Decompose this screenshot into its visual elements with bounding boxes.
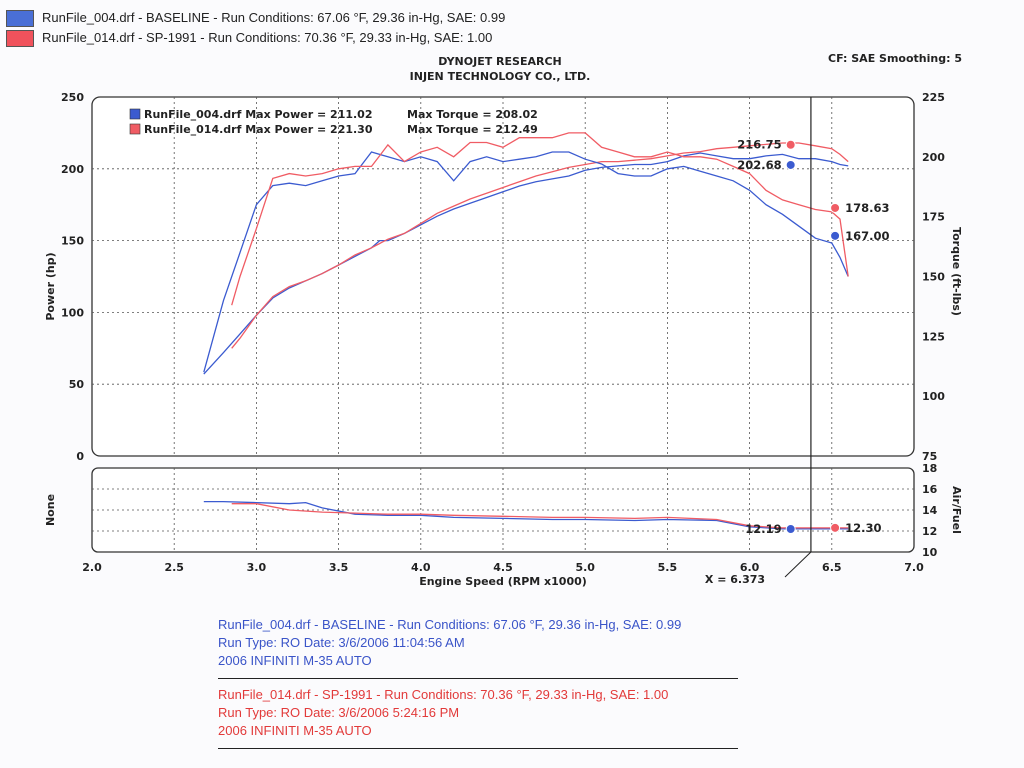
legend-item-sp1991: RunFile_014.drf - SP-1991 - Run Conditio… [6, 28, 505, 48]
header-customer: INJEN TECHNOLOGY CO., LTD. [409, 70, 591, 83]
inner-legend-torque: Max Torque = 212.49 [407, 123, 538, 136]
y-tick-label-right: 100 [922, 390, 945, 403]
legend-swatch-sp1991 [6, 29, 34, 47]
y-tick-label-sub: 18 [922, 462, 937, 475]
footer-sp1991: RunFile_014.drf - SP-1991 - Run Conditio… [218, 686, 738, 740]
y-tick-label-sub: 16 [922, 483, 938, 496]
x-tick-label: 2.0 [82, 561, 102, 574]
y-tick-label-left: 150 [61, 235, 84, 248]
x-tick-label: 5.0 [575, 561, 595, 574]
footer-sp1991-vehicle: 2006 INFINITI M-35 AUTO [218, 723, 372, 738]
x-tick-label: 4.5 [493, 561, 513, 574]
marker-sub-0-label: 12.19 [745, 522, 781, 536]
marker-main-0-dot [785, 139, 796, 150]
y-tick-label-left: 200 [61, 163, 84, 176]
series-torque-sp1991 [231, 132, 849, 306]
footer-baseline-conditions: RunFile_004.drf - BASELINE - Run Conditi… [218, 617, 682, 632]
header-correction: CF: SAE Smoothing: 5 [828, 52, 962, 65]
footer-baseline: RunFile_004.drf - BASELINE - Run Conditi… [218, 616, 738, 670]
y-tick-label-sub: 10 [922, 546, 938, 559]
inner-legend-torque: Max Torque = 208.02 [407, 108, 538, 121]
legend-swatch-baseline [6, 9, 34, 27]
y-tick-label-right: 150 [922, 271, 945, 284]
x-tick-label: 6.5 [822, 561, 842, 574]
chart-header: DYNOJET RESEARCH INJEN TECHNOLOGY CO., L… [0, 54, 1000, 84]
marker-main-1-dot [785, 159, 796, 170]
y-tick-label-left: 100 [61, 306, 84, 319]
inner-legend-power: RunFile_004.drf Max Power = 211.02 [144, 108, 373, 121]
marker-sub-0-dot [785, 524, 796, 535]
y-tick-label-right: 75 [922, 450, 937, 463]
y-tick-label-left: 50 [69, 378, 85, 391]
series-torque-baseline [203, 151, 849, 373]
marker-main-0-label: 216.75 [737, 138, 781, 152]
dyno-chart: 2.0 2.5 3.0 3.5 4.0 4.5 5.0 5.5 6.0 6.5 7.0 0 50 100 1… [44, 91, 963, 588]
footer-baseline-vehicle: 2006 INFINITI M-35 AUTO [218, 653, 372, 668]
legend-item-baseline: RunFile_004.drf - BASELINE - Run Conditi… [6, 8, 505, 28]
sub-y-axis-label-right: Air/Fuel [950, 486, 963, 534]
marker-main-3-label: 167.00 [845, 229, 889, 243]
marker-main-2-dot [830, 202, 841, 213]
x-tick-label: 3.0 [247, 561, 267, 574]
x-tick-label: 7.0 [904, 561, 924, 574]
inner-legend-swatch [129, 108, 141, 120]
x-tick-label: 6.0 [740, 561, 760, 574]
sub-y-axis-label-left: None [44, 494, 57, 526]
x-tick-label: 4.0 [411, 561, 431, 574]
inner-legend-swatch [129, 123, 141, 135]
series-airfuel-sp1991 [231, 503, 849, 529]
footer-sp1991-conditions: RunFile_014.drf - SP-1991 - Run Conditio… [218, 687, 669, 702]
marker-sub-1-label: 12.30 [845, 521, 881, 535]
x-tick-label: 3.5 [329, 561, 349, 574]
footer-divider [218, 678, 738, 679]
series-power-sp1991 [231, 142, 849, 349]
y-tick-label-right: 175 [922, 211, 945, 224]
series-airfuel-baseline [203, 500, 849, 530]
marker-main-1-label: 202.68 [737, 158, 781, 172]
y-tick-label-right: 225 [922, 91, 945, 104]
y-axis-label-left: Power (hp) [44, 252, 57, 320]
cursor-label: X = 6.373 [705, 573, 765, 586]
y-axis-label-right: Torque (ft-lbs) [950, 227, 963, 316]
footer-divider-bottom [218, 748, 738, 749]
top-legend: RunFile_004.drf - BASELINE - Run Conditi… [6, 8, 505, 48]
marker-main-3-dot [830, 230, 841, 241]
y-tick-label-left: 250 [61, 91, 84, 104]
x-tick-label: 2.5 [164, 561, 184, 574]
y-tick-label-right: 125 [922, 330, 945, 343]
legend-text-sp1991: RunFile_014.drf - SP-1991 - Run Conditio… [42, 30, 493, 45]
marker-main-2-label: 178.63 [845, 201, 889, 215]
y-tick-label-left: 0 [76, 450, 84, 463]
header-company: DYNOJET RESEARCH [438, 55, 562, 68]
x-tick-label: 5.5 [658, 561, 678, 574]
y-tick-label-sub: 12 [922, 525, 937, 538]
y-tick-label-right: 200 [922, 151, 945, 164]
y-tick-label-sub: 14 [922, 504, 938, 517]
cursor-leader [784, 551, 812, 578]
inner-legend-power: RunFile_014.drf Max Power = 221.30 [144, 123, 373, 136]
legend-text-baseline: RunFile_004.drf - BASELINE - Run Conditi… [42, 10, 506, 25]
marker-sub-1-dot [830, 522, 841, 533]
x-axis-label: Engine Speed (RPM x1000) [419, 575, 587, 588]
footer-baseline-runtype: Run Type: RO Date: 3/6/2006 11:04:56 AM [218, 635, 465, 650]
footer-sp1991-runtype: Run Type: RO Date: 3/6/2006 5:24:16 PM [218, 705, 460, 720]
